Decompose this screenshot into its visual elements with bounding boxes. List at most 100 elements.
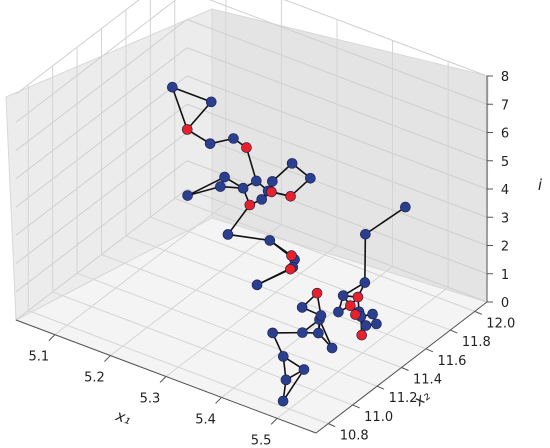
- z-tick-label: 8: [501, 70, 509, 85]
- x-tick-label: 5.5: [251, 433, 272, 448]
- x-tick-mark: [215, 397, 222, 404]
- blue-point: [264, 235, 276, 246]
- blue-point: [313, 327, 324, 339]
- y-tick-mark: [376, 385, 385, 390]
- point-link: [171, 86, 188, 130]
- blue-point: [400, 201, 411, 213]
- point-link: [187, 185, 221, 197]
- blue-point: [277, 351, 289, 362]
- point-link: [364, 234, 367, 283]
- z-tick-label: 5: [501, 155, 509, 170]
- z-tick-label: 7: [501, 98, 509, 113]
- red-point: [244, 199, 256, 211]
- x-tick-label: 5.1: [29, 350, 50, 365]
- blue-point: [286, 158, 298, 169]
- red-point: [356, 329, 368, 341]
- point-link: [364, 206, 406, 235]
- x-tick-mark: [270, 417, 278, 425]
- data-points: [167, 81, 411, 407]
- red-point: [241, 142, 252, 153]
- point-link: [245, 147, 258, 182]
- y-tick-label: 11.2: [389, 391, 418, 406]
- point-link: [227, 204, 251, 235]
- blue-point: [204, 138, 216, 149]
- red-point: [286, 250, 297, 261]
- red-point: [350, 309, 361, 320]
- blue-point: [360, 320, 372, 331]
- blue-point: [315, 310, 327, 321]
- y-tick-label: 11.0: [364, 410, 393, 425]
- grid-line-y: [174, 197, 475, 312]
- y-axis-label: x₂: [410, 386, 434, 410]
- grid-line-y: [52, 291, 353, 406]
- y-tick-mark: [401, 367, 409, 371]
- blue-point: [280, 374, 292, 386]
- z-tick-label: 2: [501, 240, 509, 255]
- blue-point: [219, 171, 230, 183]
- blue-point: [182, 190, 193, 201]
- red-point: [285, 263, 296, 275]
- blue-point: [359, 277, 371, 288]
- blue-point: [228, 133, 239, 144]
- blue-point: [277, 395, 289, 407]
- x-tick-label: 5.2: [84, 371, 105, 386]
- grid-line-y: [125, 235, 427, 350]
- blue-point: [267, 327, 278, 339]
- blue-point: [296, 302, 308, 313]
- blue-point: [367, 308, 378, 320]
- blue-point: [267, 176, 278, 187]
- x-tick-mark: [48, 334, 56, 342]
- red-point: [311, 287, 323, 299]
- y-tick-mark: [450, 329, 458, 334]
- blue-point: [251, 175, 262, 187]
- grid-lines: [15, 0, 488, 425]
- y-tick-mark: [328, 423, 336, 428]
- y-tick-mark: [425, 348, 434, 353]
- grid-line-y: [28, 310, 329, 425]
- y-axis-ticks: 10.8 11.0 11.2 11.4 11.6 11.8 12.0: [328, 310, 515, 444]
- blue-point: [167, 81, 178, 93]
- point-link: [187, 176, 225, 197]
- point-link: [227, 233, 270, 242]
- grid-line-y: [76, 272, 378, 387]
- blue-point: [305, 172, 316, 184]
- x-tick-mark: [104, 355, 111, 362]
- blue-point: [371, 318, 382, 330]
- x-tick-label: 5.4: [195, 412, 216, 427]
- x-axis-ticks: 5.1 5.2 5.3 5.4 5.5: [29, 334, 278, 448]
- red-point: [352, 291, 364, 303]
- y-tick-label: 11.4: [413, 373, 442, 388]
- blue-point: [298, 364, 310, 375]
- red-point: [345, 300, 356, 312]
- red-point: [266, 186, 277, 198]
- blue-point: [360, 228, 371, 240]
- y-tick-label: 10.8: [340, 429, 369, 444]
- z-tick-label: 4: [501, 183, 509, 198]
- z-tick-label: 6: [501, 127, 509, 142]
- y-tick-label: 12.0: [486, 316, 515, 331]
- red-point: [181, 124, 193, 135]
- y-tick-mark: [474, 310, 482, 315]
- grid-line-y: [150, 216, 451, 331]
- blue-point: [297, 327, 308, 338]
- point-link: [186, 101, 212, 130]
- blue-point: [215, 181, 226, 192]
- z-tick-label: 1: [501, 268, 509, 283]
- blue-point: [237, 182, 249, 194]
- y-tick-label: 11.8: [462, 335, 491, 350]
- red-point: [285, 191, 296, 202]
- x-axis-label: x₁: [113, 406, 134, 428]
- blue-point: [256, 194, 268, 205]
- blue-point: [326, 342, 338, 354]
- blue-point: [337, 290, 349, 301]
- grid-line-y: [101, 254, 402, 368]
- blue-point: [222, 229, 234, 240]
- z-tick-label: 3: [501, 211, 509, 226]
- y-tick-mark: [352, 404, 360, 409]
- blue-point: [251, 279, 263, 291]
- z-axis-label: i: [538, 176, 543, 194]
- z-tick-label: 0: [501, 296, 509, 311]
- blue-point: [333, 306, 344, 318]
- z-axis-ticks: 0 1 2 3 4 5 6 7 8: [487, 70, 509, 311]
